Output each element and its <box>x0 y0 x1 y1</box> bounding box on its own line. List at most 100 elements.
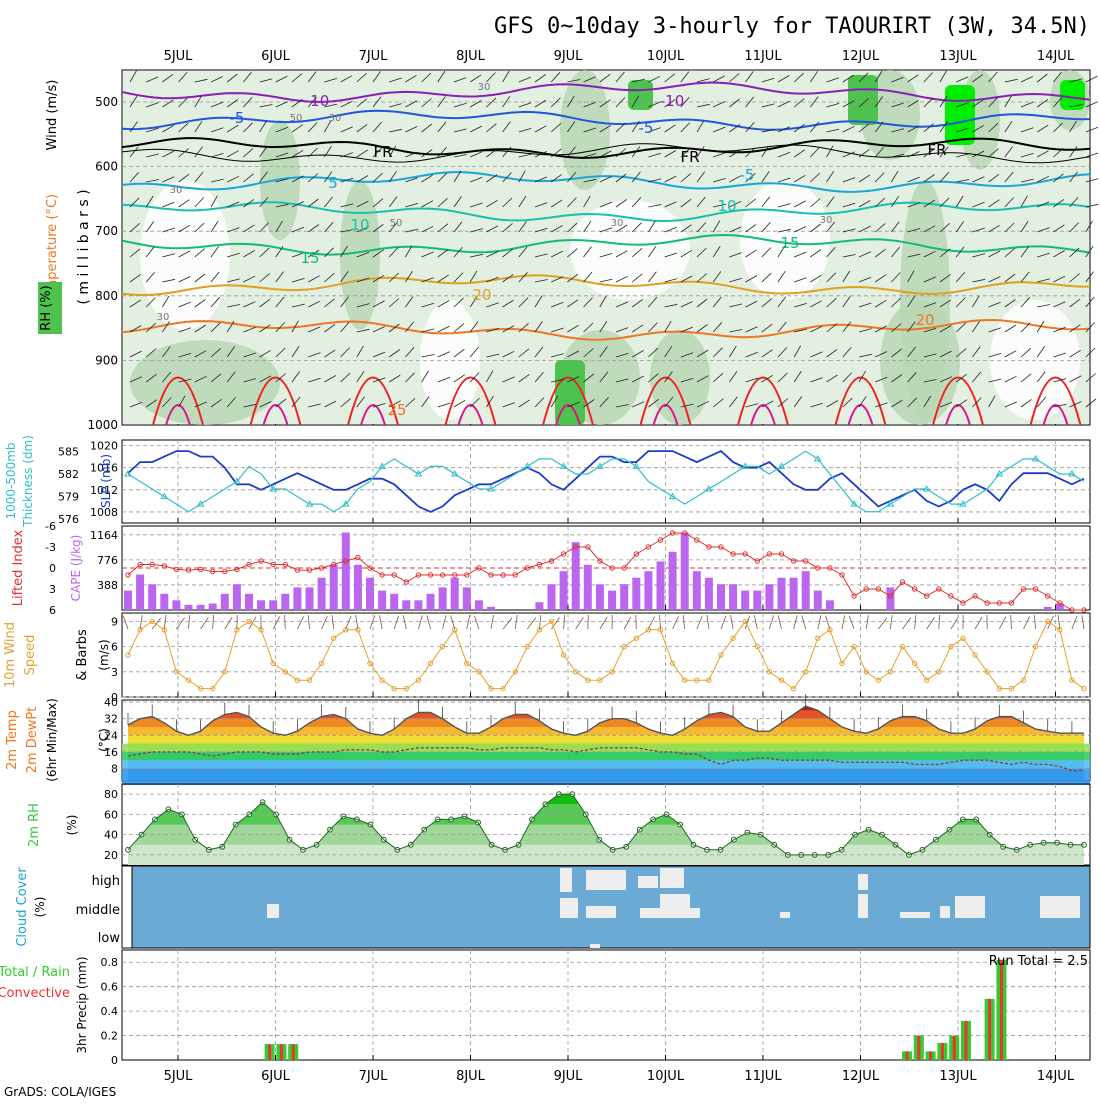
bottom-date-6JUL: 6JUL <box>261 1069 291 1084</box>
cape-bar <box>741 591 749 610</box>
lifted-tick-6: 6 <box>49 604 56 617</box>
cape-tick-776: 776 <box>97 554 118 567</box>
wind-barb-small <box>588 615 589 629</box>
rh-axis-label: RH (%) <box>39 285 54 330</box>
precip-tick-0: 0 <box>111 1054 118 1067</box>
thickness-tick-585: 585 <box>58 445 79 458</box>
dewpt-band <box>122 769 1090 786</box>
cloud-block <box>660 894 690 908</box>
cape-bar <box>584 565 592 610</box>
contour-label: FR <box>680 148 699 166</box>
pressure-tick-700: 700 <box>95 224 118 238</box>
precip-conv-label: Convective <box>0 986 70 1001</box>
cape-bar <box>632 578 640 610</box>
run-total-label: Run Total = 2.5 <box>989 954 1088 969</box>
cape-tick-388: 388 <box>97 579 118 592</box>
contour-label: 30 <box>170 185 183 196</box>
top-date-9JUL: 9JUL <box>554 49 584 64</box>
cloud-block <box>1040 896 1080 918</box>
cape-bar <box>693 571 701 610</box>
cloud-block <box>638 876 658 888</box>
cloud-block <box>660 868 684 888</box>
contour-label: 30 <box>820 215 833 226</box>
cape-bar <box>778 578 786 610</box>
cape-bar <box>366 578 374 610</box>
thickness-axis-label: 1000-500mb <box>4 442 18 519</box>
cloud-level-low: low <box>98 931 121 946</box>
cape-bar <box>390 594 398 610</box>
temp-tick-8: 8 <box>111 763 118 776</box>
cape-bar <box>427 594 435 610</box>
bottom-date-9JUL: 9JUL <box>554 1069 584 1084</box>
cape-bar <box>657 562 665 611</box>
cape-tick-1164: 1164 <box>90 529 118 542</box>
cape-bar <box>681 533 689 611</box>
cape-bar <box>269 600 277 610</box>
cloud-block <box>940 906 950 918</box>
pressure-tick-500: 500 <box>95 95 118 109</box>
pressure-tick-900: 900 <box>95 353 118 367</box>
contour-label: 30 <box>157 312 170 323</box>
thickness-tick-576: 576 <box>58 513 79 526</box>
contour-label: 15 <box>780 234 799 252</box>
pressure-tick-600: 600 <box>95 160 118 174</box>
cape-bar <box>669 552 677 610</box>
pressure-axis-label: ( m i l l i b a r s ) <box>76 189 92 304</box>
cloud-block <box>267 904 279 918</box>
cape-bar <box>560 571 568 610</box>
contour-label: 15 <box>300 249 319 267</box>
precip-conv-bar <box>941 1043 944 1060</box>
precip-conv-bar <box>965 1021 968 1060</box>
contour-label: FR <box>373 143 392 161</box>
cape-bar <box>245 594 253 610</box>
contour-label: -5 <box>740 166 755 184</box>
cape-bar <box>136 575 144 611</box>
top-date-13JUL: 13JUL <box>939 49 977 64</box>
bottom-date-8JUL: 8JUL <box>456 1069 486 1084</box>
cloud-block <box>590 944 600 948</box>
contour-label: 50 <box>390 218 403 229</box>
top-date-7JUL: 7JUL <box>359 49 389 64</box>
precip-conv-bar <box>1000 960 1003 1060</box>
contour-label: 10 <box>717 197 736 215</box>
rh-blob <box>130 340 280 425</box>
cape-bar <box>160 594 168 610</box>
top-date-6JUL: 6JUL <box>261 49 291 64</box>
rh-high-blob <box>628 80 653 110</box>
cape-bar <box>790 578 798 610</box>
cloud-block <box>560 898 578 918</box>
cape-bar <box>729 584 737 610</box>
top-date-10JUL: 10JUL <box>647 49 685 64</box>
precip-tick-0.6: 0.6 <box>101 981 119 994</box>
cape-bar <box>463 587 471 610</box>
contour-label: 20 <box>472 286 491 304</box>
contour-label: 30 <box>611 218 624 229</box>
cape-bar <box>802 571 810 610</box>
rh-tick-40: 40 <box>104 829 118 842</box>
pressure-tick-1000: 1000 <box>87 418 118 432</box>
cape-bar <box>354 565 362 610</box>
precip-conv-bar <box>988 999 991 1060</box>
rh-high-blob <box>945 85 975 145</box>
cape-bar <box>342 533 350 611</box>
bottom-date-5JUL: 5JUL <box>164 1069 194 1084</box>
cape-bar <box>330 565 338 610</box>
chart-title: GFS 0~10day 3-hourly for TAOURIRT (3W, 3… <box>494 14 1090 39</box>
cape-bar <box>548 584 556 610</box>
cloud-axis-label: Cloud Cover <box>15 867 30 947</box>
contour-label: 30 <box>478 82 491 93</box>
precip-tick-0.2: 0.2 <box>101 1030 119 1043</box>
cape-bar <box>172 600 180 610</box>
precip-conv-bar <box>953 1036 956 1060</box>
cape-bar <box>402 600 410 610</box>
bottom-date-11JUL: 11JUL <box>744 1069 782 1084</box>
slp-tick-1020: 1020 <box>90 440 118 453</box>
rh2m-unit-label: (%) <box>65 815 79 836</box>
dewpt-band <box>122 760 1090 768</box>
cape-bar <box>705 578 713 610</box>
cape-bar <box>221 594 229 610</box>
temp-unit-label: (°C) <box>97 728 111 752</box>
cloud-block <box>858 894 868 918</box>
cape-bar <box>814 591 822 610</box>
top-date-5JUL: 5JUL <box>164 49 194 64</box>
